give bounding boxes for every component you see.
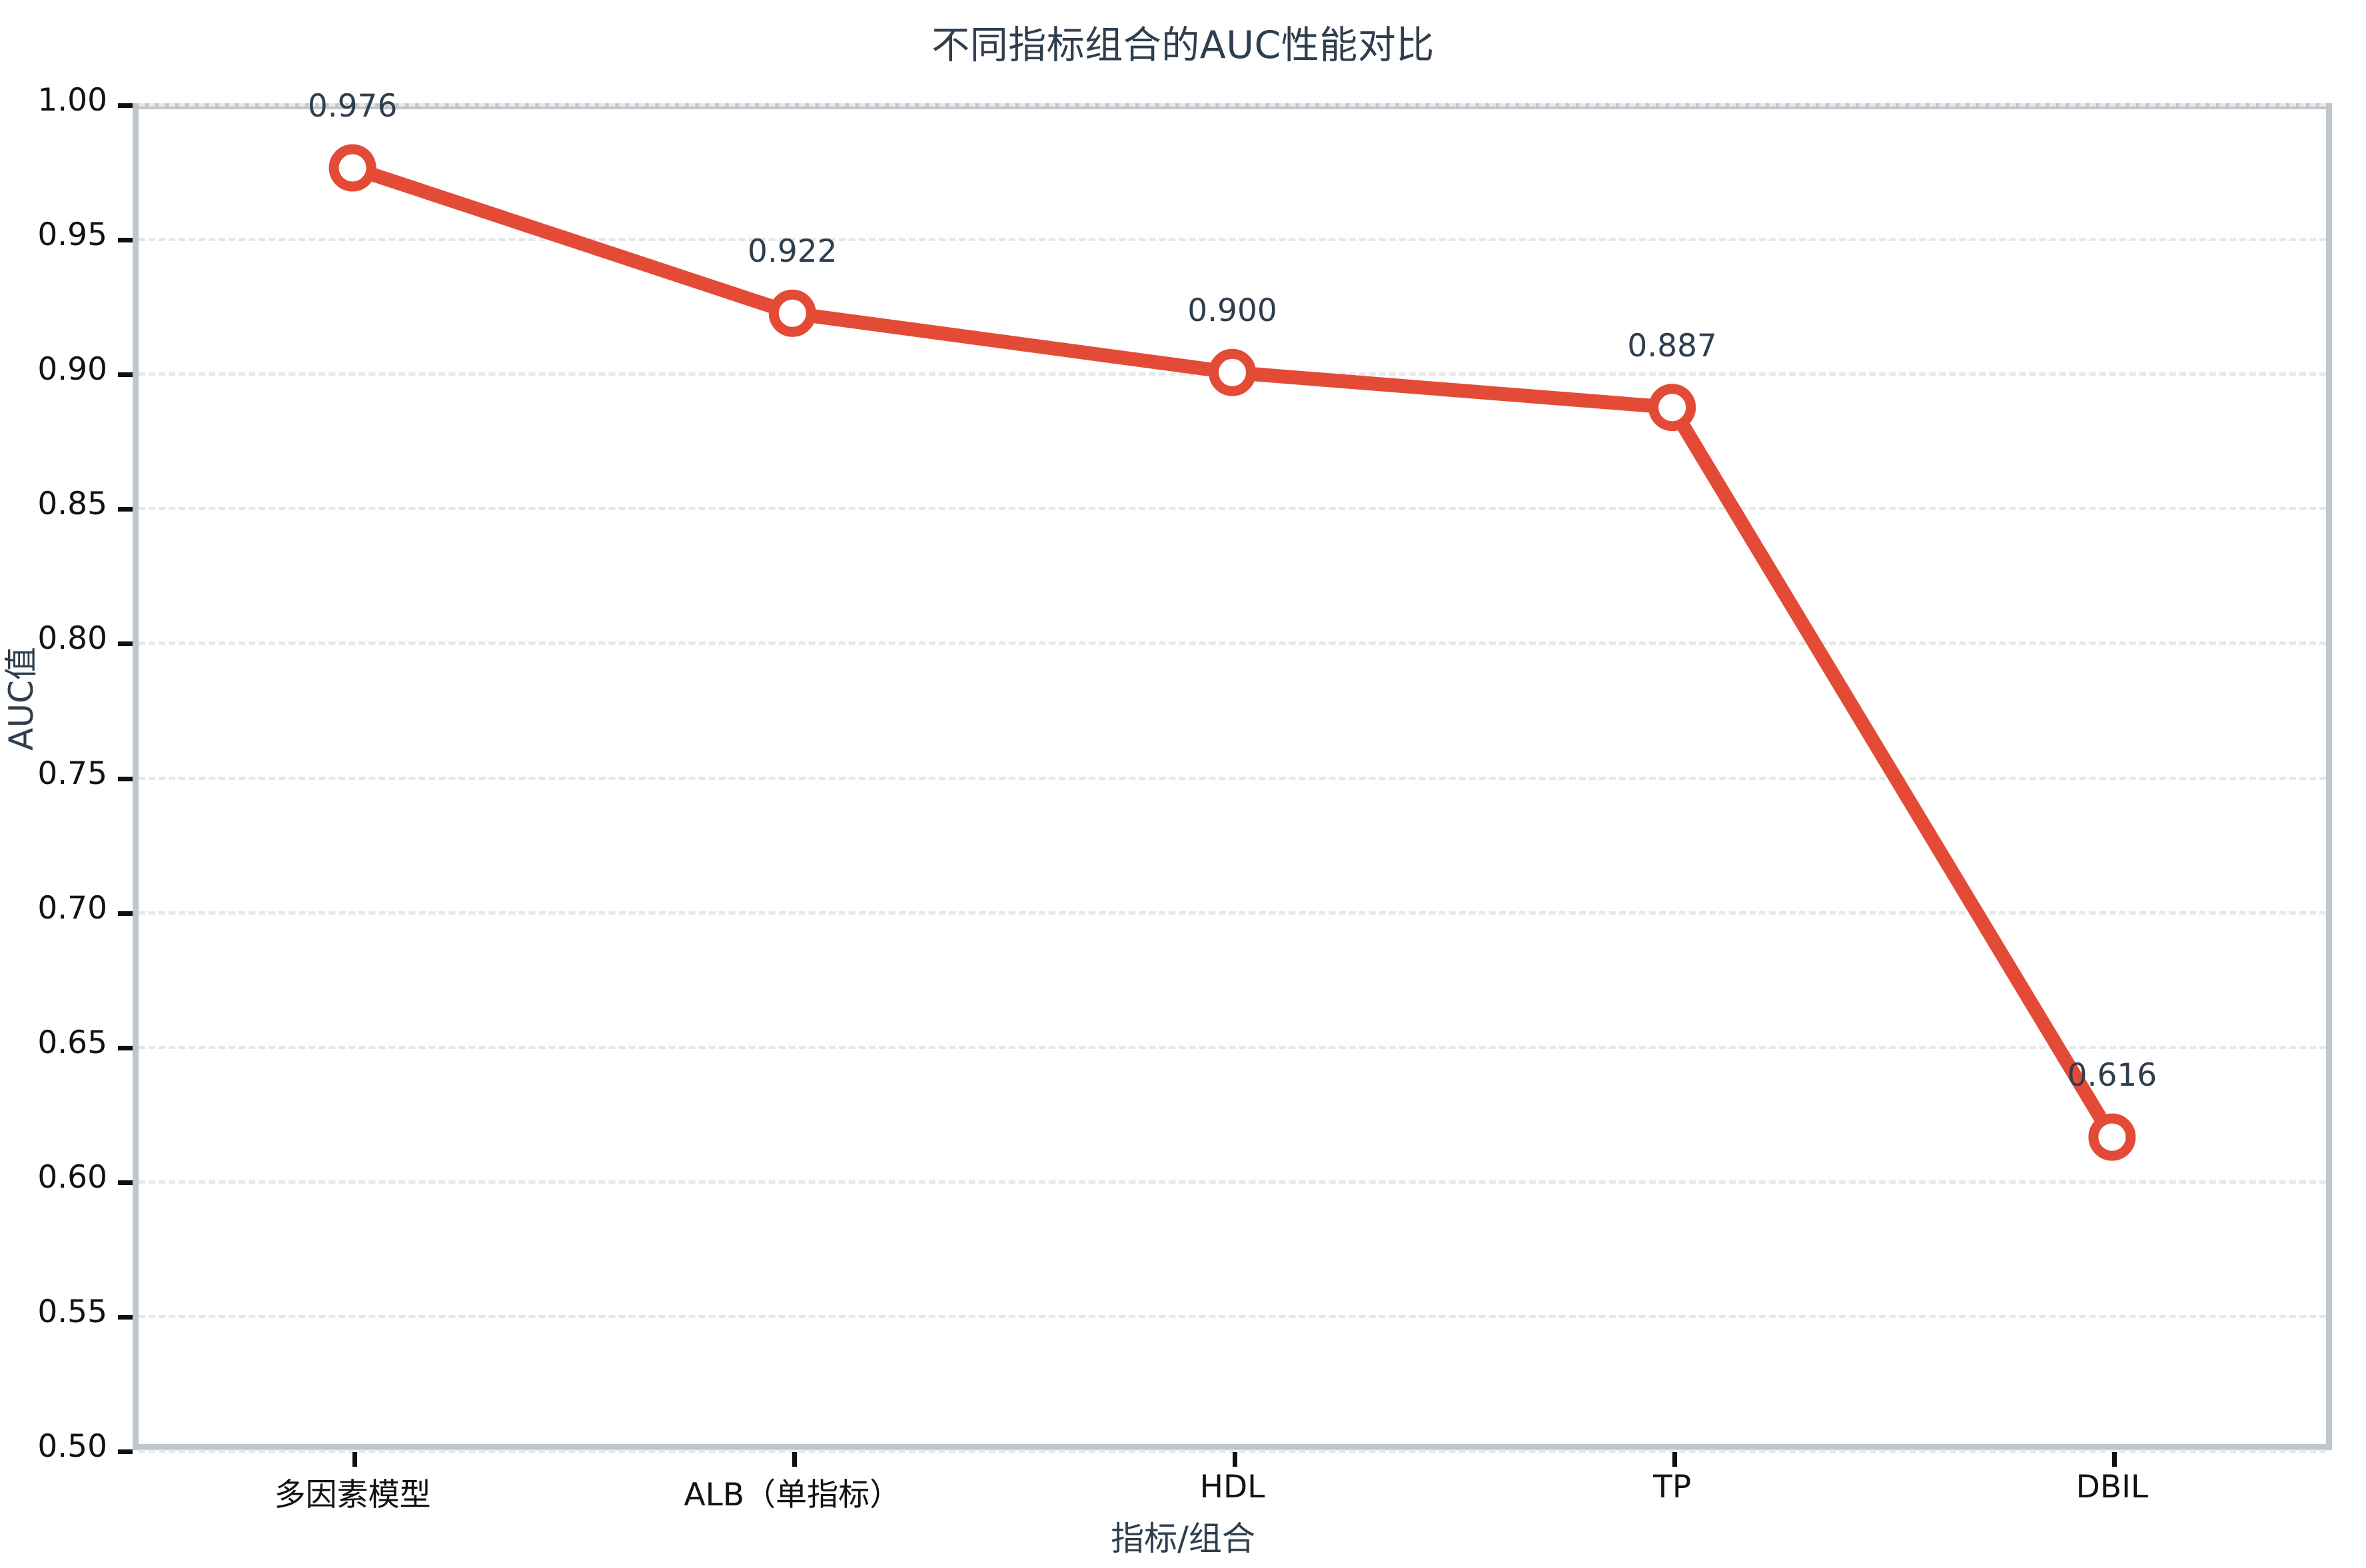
x-tick-mark bbox=[1232, 1452, 1237, 1467]
y-tick-label: 0.85 bbox=[37, 486, 107, 523]
y-tick-mark bbox=[118, 372, 133, 378]
y-tick-label: 0.65 bbox=[37, 1024, 107, 1061]
plot-area bbox=[133, 103, 2332, 1450]
y-tick-mark bbox=[118, 103, 133, 108]
x-tick-mark bbox=[1672, 1452, 1677, 1467]
x-tick-label: 多因素模型 bbox=[274, 1477, 431, 1513]
y-tick-mark bbox=[118, 641, 133, 647]
y-tick-mark bbox=[118, 1449, 133, 1454]
y-tick-mark bbox=[118, 507, 133, 512]
x-tick-mark bbox=[352, 1452, 358, 1467]
y-tick-label: 1.00 bbox=[37, 82, 107, 119]
y-tick-label: 0.60 bbox=[37, 1158, 107, 1196]
y-tick-mark bbox=[118, 1180, 133, 1185]
x-tick-mark bbox=[2111, 1452, 2117, 1467]
y-tick-mark bbox=[118, 238, 133, 243]
y-tick-label: 0.75 bbox=[37, 755, 107, 792]
x-tick-label: TP bbox=[1653, 1469, 1692, 1505]
y-tick-mark bbox=[118, 1314, 133, 1320]
y-tick-label: 0.50 bbox=[37, 1428, 107, 1465]
y-tick-mark bbox=[118, 776, 133, 781]
y-axis-title: AUC值 bbox=[2, 647, 41, 751]
y-tick-label: 0.90 bbox=[37, 351, 107, 388]
y-tick-label: 0.80 bbox=[37, 620, 107, 657]
x-axis-title: 指标/组合 bbox=[1111, 1519, 1255, 1558]
y-tick-label: 0.70 bbox=[37, 889, 107, 927]
y-tick-mark bbox=[118, 1045, 133, 1050]
chart-title: 不同指标组合的AUC性能对比 bbox=[931, 23, 1435, 67]
x-tick-label: ALB（单指标） bbox=[684, 1477, 901, 1513]
x-tick-mark bbox=[792, 1452, 798, 1467]
x-tick-label: DBIL bbox=[2075, 1469, 2149, 1505]
y-tick-label: 0.55 bbox=[37, 1293, 107, 1330]
y-tick-label: 0.95 bbox=[37, 216, 107, 254]
y-tick-mark bbox=[118, 911, 133, 916]
x-tick-label: HDL bbox=[1199, 1469, 1265, 1505]
